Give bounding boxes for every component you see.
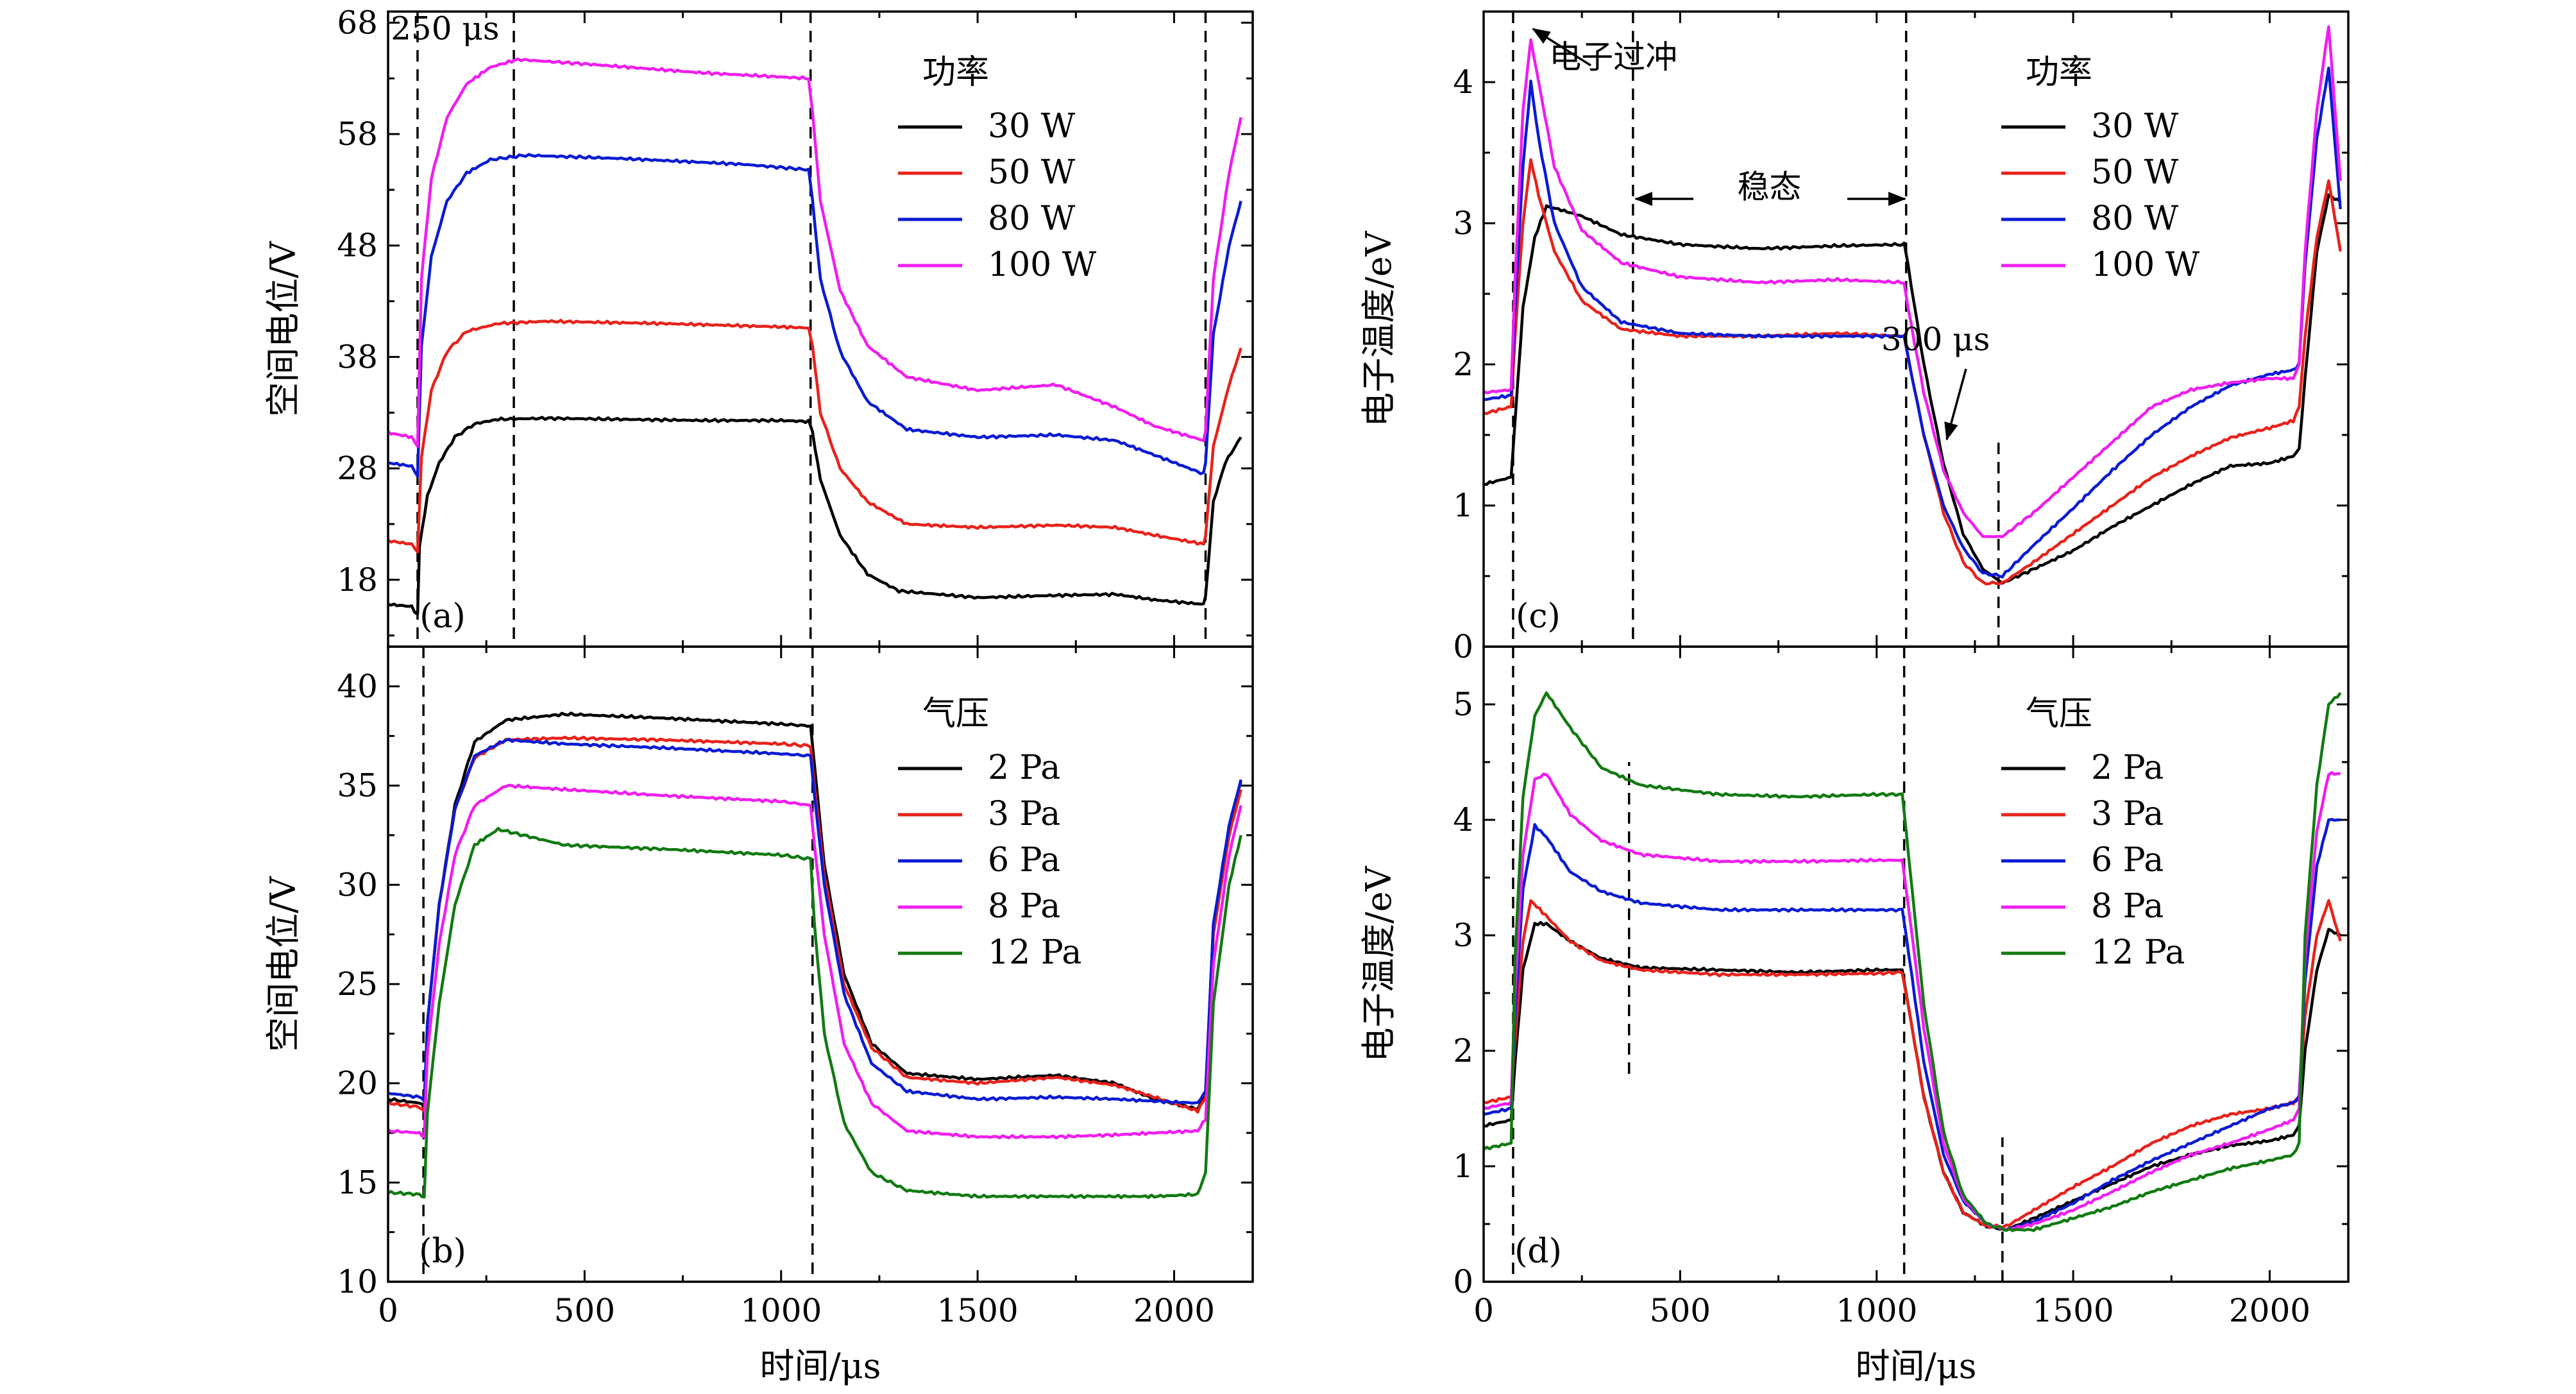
- x-tick-label: 500: [1650, 1292, 1711, 1329]
- panel-label: (c): [1516, 597, 1561, 636]
- y-tick-label: 10: [337, 1263, 378, 1300]
- legend-entry: 6 Pa: [2091, 841, 2164, 880]
- series-line-2-pa: [388, 711, 1242, 1111]
- legend-entry: 3 Pa: [2091, 795, 2164, 833]
- legend-entry: 50 W: [2091, 153, 2179, 192]
- legend-entry: 30 W: [988, 107, 1076, 146]
- y-tick-label: 0: [1453, 628, 1473, 665]
- y-tick-label: 18: [337, 561, 378, 599]
- y-tick-label: 58: [337, 115, 378, 153]
- y-tick-label: 4: [1453, 64, 1473, 101]
- y-tick-label: 4: [1453, 801, 1473, 838]
- series-line-12-pa: [1484, 691, 2342, 1232]
- y-tick-label: 30: [337, 866, 378, 903]
- legend-entry: 2 Pa: [988, 749, 1060, 787]
- series-line-80-w: [388, 153, 1242, 478]
- y-tick-label: 38: [337, 338, 378, 375]
- x-tick-label: 0: [1473, 1292, 1494, 1329]
- panel-label: (b): [419, 1232, 466, 1271]
- annotation: 300 μs: [1881, 321, 1990, 358]
- annotation: 250 μs: [391, 10, 499, 47]
- series-line-100-w: [1484, 25, 2342, 539]
- y-tick-label: 5: [1453, 686, 1473, 723]
- panel-label: (d): [1514, 1232, 1562, 1271]
- series-line-100-w: [388, 57, 1242, 448]
- plot-frame: [1482, 645, 2350, 1283]
- legend-title: 气压: [922, 695, 989, 733]
- series-line-6-pa: [1484, 818, 2341, 1232]
- x-tick-label: 1500: [936, 1292, 1018, 1329]
- y-axis-label: 空间电位/V: [263, 876, 303, 1051]
- y-tick-label: 40: [337, 668, 378, 705]
- series-line-8-pa: [1484, 771, 2341, 1231]
- series-line-12-pa: [388, 826, 1242, 1200]
- plot-frame: [387, 10, 1254, 648]
- legend-entry: 80 W: [2091, 200, 2179, 238]
- y-tick-label: 1: [1453, 487, 1473, 524]
- y-tick-label: 68: [337, 4, 378, 41]
- y-axis-label: 空间电位/V: [263, 241, 303, 416]
- panel-d: 0 500 1000 1500 2000 0 1 2 3 4 5 (d) 电子温度/eV 时间/μs 气压 2…: [1359, 645, 2350, 1386]
- legend-entry: 30 W: [2091, 107, 2179, 146]
- legend-entry: 8 Pa: [2091, 887, 2164, 926]
- y-axis-label: 电子温度/eV: [1359, 865, 1399, 1062]
- series-line-3-pa: [1484, 899, 2342, 1229]
- panel-a: 18 28 38 48 58 68 (a) 空间电位/V 功率 30 W 50 W 80 W 100 W…: [263, 4, 1254, 648]
- series-line-8-pa: [388, 783, 1242, 1140]
- y-axis-label: 电子温度/eV: [1359, 230, 1399, 427]
- y-tick-label: 20: [337, 1065, 378, 1102]
- annotation-arrow: [1532, 28, 1591, 67]
- y-tick-label: 28: [337, 450, 378, 487]
- legend-title: 功率: [2026, 53, 2092, 92]
- y-tick-label: 1: [1453, 1148, 1473, 1185]
- legend-title: 气压: [2026, 695, 2092, 733]
- x-tick-label: 2000: [2229, 1292, 2310, 1329]
- legend-entry: 3 Pa: [988, 795, 1060, 833]
- y-tick-label: 2: [1453, 1032, 1473, 1069]
- panel-b: 0 500 1000 1500 2000 10 15 20 25 30 35 40 (b) 空间电位/V 时…: [263, 645, 1254, 1386]
- y-tick-label: 2: [1453, 346, 1473, 383]
- series-line-80-w: [1484, 66, 2342, 579]
- legend-entry: 100 W: [988, 246, 1097, 284]
- x-axis-label: 时间/μs: [760, 1346, 881, 1386]
- x-tick-label: 0: [378, 1292, 398, 1329]
- y-tick-label: 0: [1453, 1263, 1473, 1300]
- y-tick-label: 25: [337, 965, 378, 1003]
- x-axis-label: 时间/μs: [1856, 1346, 1977, 1386]
- legend-entry: 8 Pa: [988, 887, 1060, 926]
- y-tick-label: 3: [1453, 917, 1473, 954]
- legend-entry: 100 W: [2091, 246, 2200, 284]
- legend-entry: 12 Pa: [2091, 933, 2185, 972]
- x-tick-label: 2000: [1133, 1292, 1215, 1329]
- x-tick-label: 500: [554, 1292, 615, 1329]
- series-line-50-w: [388, 318, 1242, 554]
- x-tick-label: 1000: [740, 1292, 822, 1329]
- legend-entry: 6 Pa: [988, 841, 1060, 880]
- panel-label: (a): [419, 597, 466, 636]
- legend-title: 功率: [922, 53, 989, 92]
- y-tick-label: 35: [337, 767, 378, 804]
- x-tick-label: 1000: [1836, 1292, 1917, 1329]
- y-tick-label: 48: [337, 227, 378, 264]
- y-tick-label: 3: [1453, 205, 1473, 242]
- legend-entry: 80 W: [988, 200, 1076, 238]
- legend-entry: 12 Pa: [988, 933, 1081, 972]
- y-tick-label: 15: [337, 1164, 378, 1201]
- annotation: 电子过冲: [1549, 38, 1677, 76]
- legend-entry: 2 Pa: [2091, 749, 2164, 787]
- annotation-arrow: [1944, 368, 1967, 441]
- series-line-6-pa: [388, 737, 1242, 1105]
- panel-c: 0 1 2 3 4 (c) 电子温度/eV 功率 30 W 50 W 80 W 100 W 电子过冲稳态…: [1359, 10, 2350, 665]
- legend-entry: 50 W: [988, 153, 1076, 192]
- x-tick-label: 1500: [2032, 1292, 2114, 1329]
- series-line-30-w: [388, 416, 1242, 616]
- series-line-30-w: [1484, 193, 2342, 585]
- plot-frame: [387, 645, 1254, 1283]
- annotation: 稳态: [1737, 168, 1801, 205]
